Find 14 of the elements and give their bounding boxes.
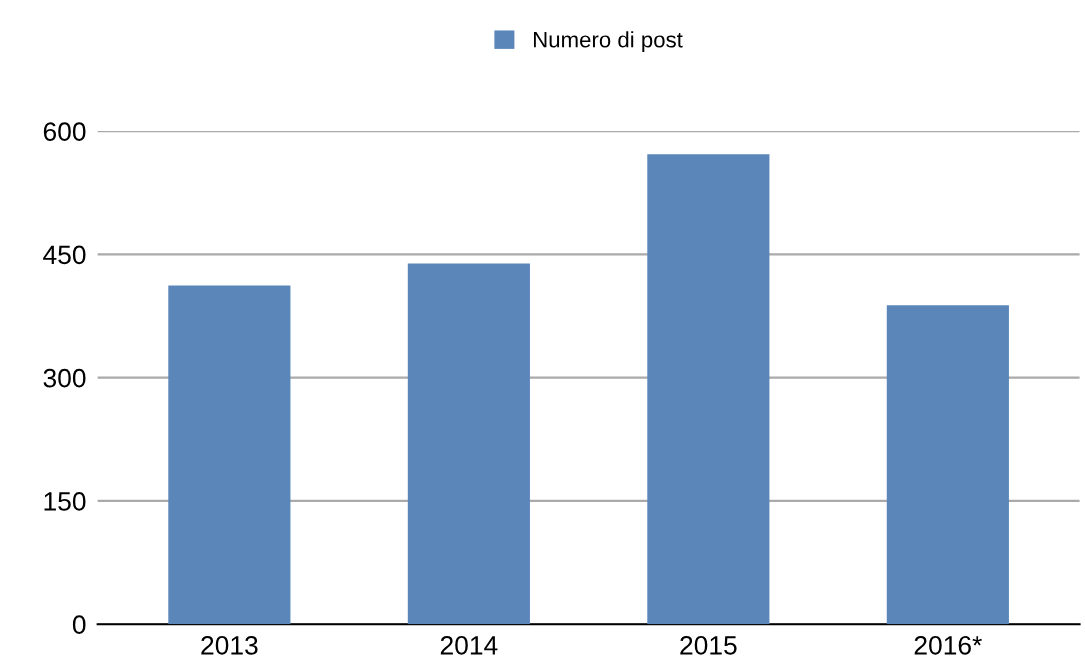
legend-label: Numero di post	[533, 31, 683, 52]
bar	[886, 305, 1009, 625]
y-tick-label: 150	[44, 492, 86, 511]
y-tick-label: 450	[43, 245, 86, 265]
x-tick-label: 2013	[201, 635, 258, 655]
y-tick-label: 0	[72, 615, 86, 634]
y-tick-label: 600	[43, 122, 86, 141]
bar	[168, 285, 291, 625]
x-tick-label: 2015	[680, 635, 737, 655]
bar	[407, 263, 530, 625]
x-tick-label: 2014	[440, 635, 498, 655]
y-tick-label: 300	[43, 368, 86, 388]
x-tick-label: 2016*	[914, 635, 982, 655]
bar	[647, 154, 770, 625]
